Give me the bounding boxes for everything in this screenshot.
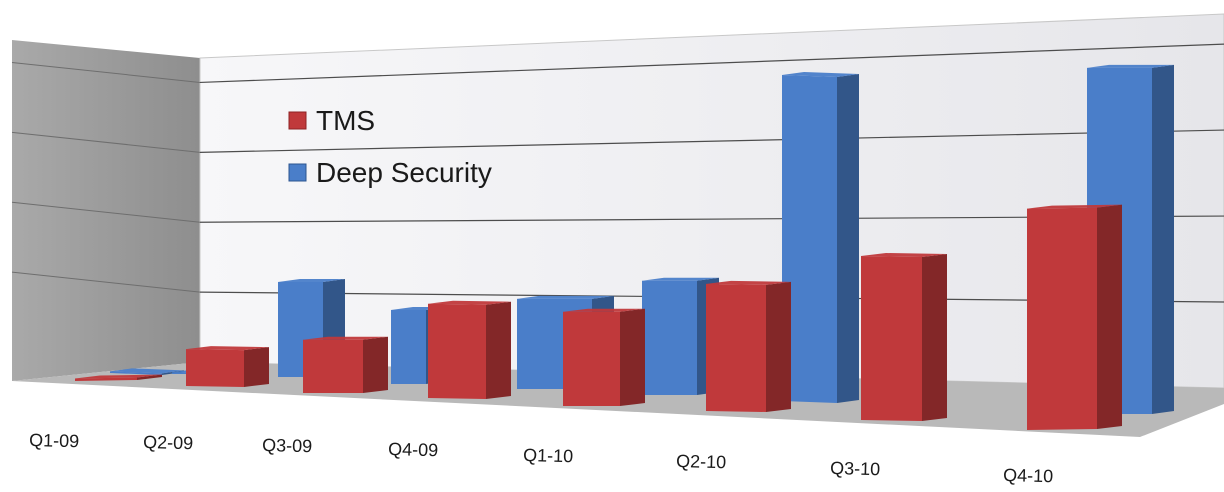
bar-tms-3-side	[486, 301, 511, 399]
bar-tms-1-front	[186, 349, 244, 387]
gridline-side	[11, 61, 201, 83]
x-tick-label: Q2-09	[143, 432, 194, 453]
bar-tms-0	[75, 374, 162, 381]
gridline-side	[11, 201, 201, 223]
x-tick-label: Q4-09	[388, 439, 439, 460]
bar-tms-6-side	[922, 254, 947, 421]
gridline	[199, 129, 1224, 153]
bar-tms-2-top	[303, 336, 388, 340]
bar-tms-4-top	[563, 308, 645, 312]
bar-tms-2-side	[363, 336, 388, 393]
x-tick-label: Q2-10	[676, 451, 727, 472]
bar-tms-0-side	[137, 374, 162, 380]
bar-deep-security-6	[782, 71, 859, 403]
bar-tms-3-top	[428, 300, 511, 305]
bar-tms-7-top	[1027, 204, 1122, 209]
x-axis-ticks: Q1-09 Q2-09 Q3-09 Q4-09 Q1-10 Q2-10 Q3-10 Q4-10	[29, 430, 1054, 486]
bar-deep-security-6-front	[782, 74, 837, 403]
bar-tms-6	[861, 253, 947, 421]
x-tick-label: Q1-10	[523, 445, 574, 466]
bar-tms-6-front	[861, 256, 922, 421]
bar-deep-security-7-top	[1087, 64, 1174, 68]
bar-tms-2	[303, 336, 388, 393]
bar-deep-security-6-top	[782, 71, 859, 77]
gridline	[199, 43, 1224, 84]
x-tick-label: Q3-09	[262, 435, 313, 456]
legend-label-deep-security: Deep Security	[316, 157, 492, 188]
bar-tms-3	[428, 300, 511, 399]
bar-tms-7	[1027, 204, 1122, 430]
bar-deep-security-5-front	[642, 280, 697, 395]
bar-deep-security-6-side	[837, 73, 859, 403]
legend-swatch-deep-security	[288, 163, 307, 182]
bar-deep-security-4-top	[517, 295, 614, 299]
bar-tms-1-top	[186, 346, 269, 351]
bar-deep-security-2-top	[278, 279, 345, 283]
x-tick-label: Q1-09	[29, 430, 80, 451]
bar-tms-5-side	[766, 281, 791, 412]
legend-swatch-tms	[288, 111, 307, 130]
series-tms	[75, 204, 1122, 430]
bar-tms-1	[186, 346, 269, 387]
bar-tms-0-front	[75, 377, 137, 381]
bar-tms-2-front	[303, 339, 363, 393]
bar-tms-3-front	[428, 303, 486, 399]
bar-deep-security-0-top	[110, 368, 184, 374]
gridline-side	[11, 271, 201, 293]
x-tick-label: Q4-10	[1003, 465, 1054, 486]
bar-tms-0-top	[75, 374, 162, 379]
bar-deep-security-5-top	[642, 277, 719, 281]
bar-tms-1-side	[244, 347, 269, 387]
bar-tms-5	[706, 280, 791, 412]
bar-tms-5-front	[706, 283, 766, 412]
bar-tms-4-side	[620, 308, 645, 406]
bar-tms-5-top	[706, 280, 791, 285]
bar-tms-6-top	[861, 253, 947, 257]
side-wall	[12, 40, 200, 381]
gridline-side	[11, 131, 201, 153]
bar-tms-4-front	[563, 311, 620, 406]
bar-tms-7-side	[1097, 204, 1122, 429]
bar-deep-security-3-front	[391, 309, 426, 384]
bar-deep-security-7-side	[1152, 64, 1174, 414]
legend: TMS Deep Security	[288, 105, 492, 188]
bar-tms-4	[563, 308, 645, 406]
x-tick-label: Q3-10	[830, 458, 881, 479]
bar-tms-7-front	[1027, 207, 1097, 430]
legend-label-tms: TMS	[316, 105, 375, 136]
bar-deep-security-0-front	[110, 371, 162, 375]
